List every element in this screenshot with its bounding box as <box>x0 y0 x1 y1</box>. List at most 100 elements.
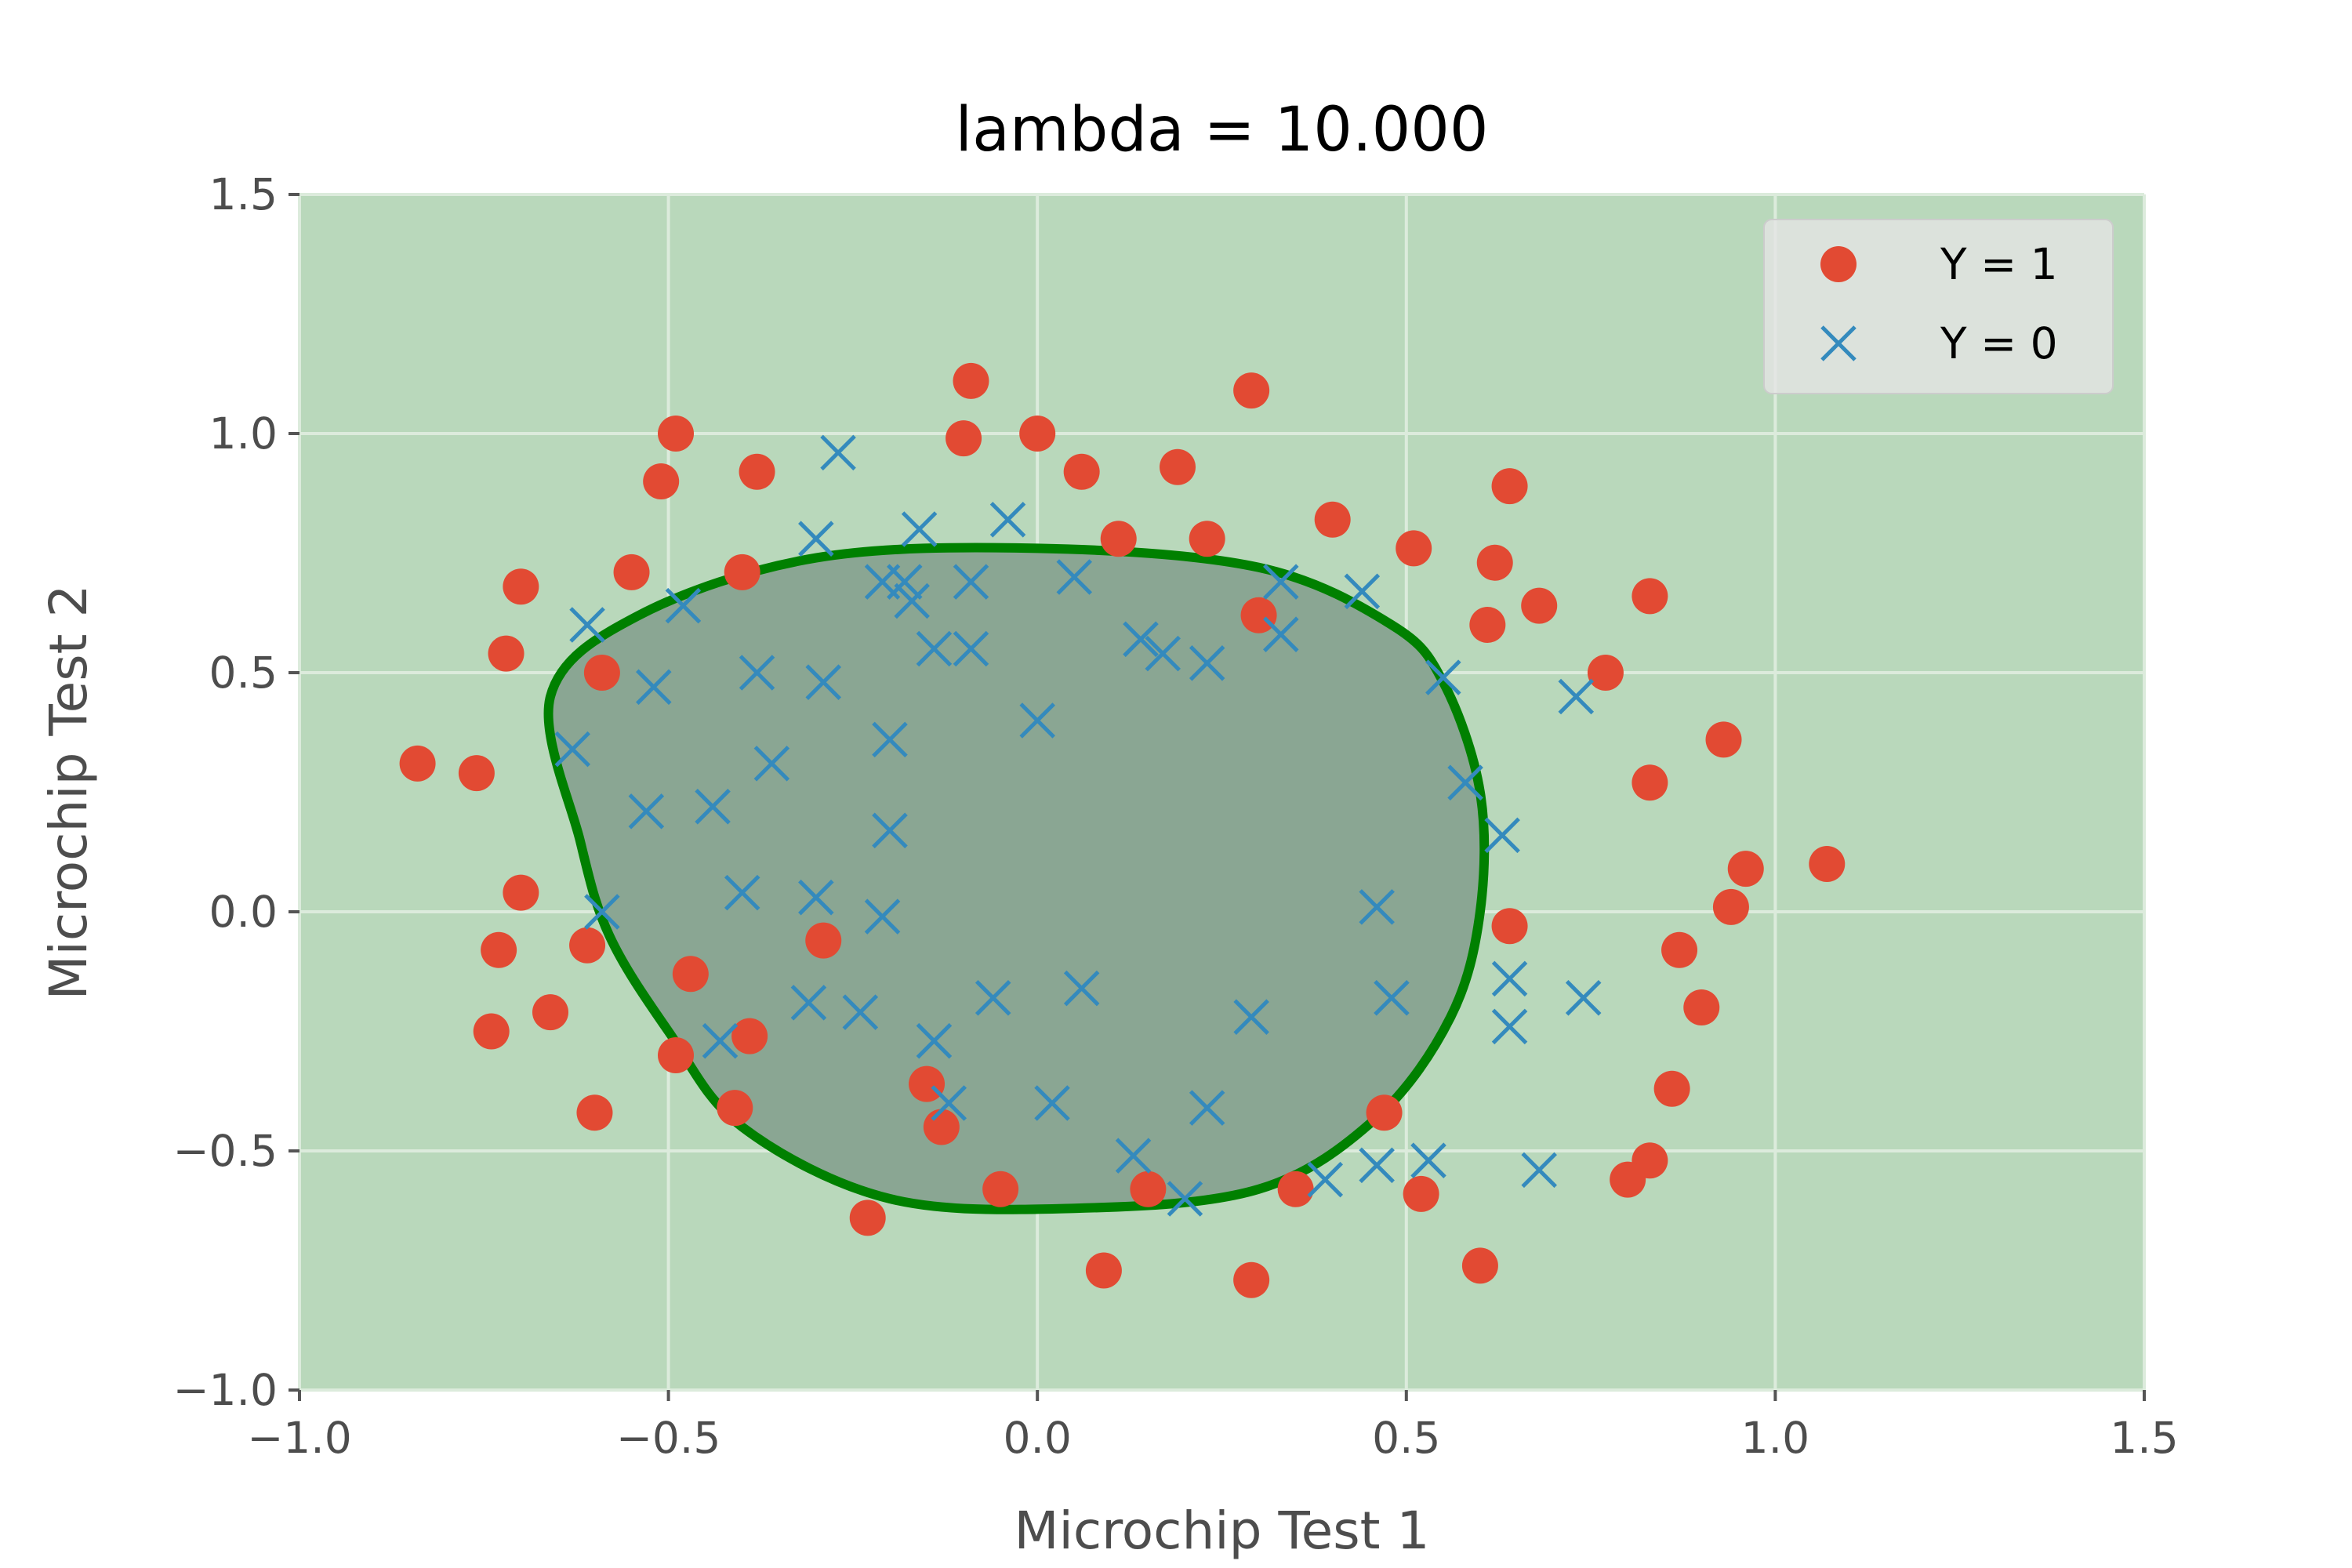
point-y1 <box>1727 851 1764 887</box>
point-y0 <box>739 655 775 691</box>
point-y0 <box>554 731 591 768</box>
point-y1 <box>1063 453 1100 490</box>
point-y0 <box>1189 645 1225 681</box>
point-y1 <box>805 922 842 959</box>
point-y0 <box>1344 573 1381 610</box>
point-y1 <box>613 554 650 590</box>
point-y0 <box>1307 1161 1344 1198</box>
point-y0 <box>753 746 790 782</box>
point-y1 <box>946 420 982 457</box>
point-y1 <box>1809 846 1846 882</box>
point-y0 <box>636 669 672 706</box>
y-tick-label: 1.5 <box>209 169 278 220</box>
y-tick-label: −1.0 <box>172 1365 278 1415</box>
y-tick-label: 0.5 <box>209 648 278 698</box>
point-y0 <box>724 874 760 911</box>
legend-label-y1: Y = 1 <box>1940 239 2058 289</box>
point-y0 <box>989 502 1026 538</box>
x-axis-label: Microchip Test 1 <box>1014 1501 1430 1561</box>
point-y0 <box>1063 970 1100 1007</box>
point-y0 <box>628 793 665 829</box>
point-y0 <box>1145 635 1181 672</box>
point-y0 <box>805 664 842 700</box>
point-y0 <box>1425 659 1461 695</box>
point-y1 <box>569 927 606 964</box>
point-y1 <box>503 874 539 911</box>
point-y1 <box>473 1013 510 1050</box>
point-y1 <box>503 568 539 605</box>
point-y0 <box>1359 889 1395 925</box>
point-y1 <box>1240 597 1277 633</box>
legend-marker-y1 <box>1820 246 1857 282</box>
point-y0 <box>820 434 856 471</box>
point-y1 <box>1469 607 1506 643</box>
point-y1 <box>1403 1175 1439 1212</box>
point-y1 <box>1653 1070 1690 1107</box>
point-y1 <box>1189 521 1225 557</box>
point-y0 <box>1491 960 1528 997</box>
x-tick-label: 0.5 <box>1372 1413 1440 1463</box>
point-y0 <box>569 607 605 643</box>
point-y1 <box>1476 544 1513 581</box>
point-y0 <box>798 879 834 916</box>
point-y1 <box>1366 1094 1403 1131</box>
point-y1 <box>1019 416 1056 452</box>
y-tick-label: 1.0 <box>209 408 278 459</box>
point-y0 <box>1484 817 1520 854</box>
point-y0 <box>916 630 953 667</box>
legend-box <box>1763 219 2114 394</box>
point-y0 <box>1374 980 1410 1016</box>
y-tick-label: −0.5 <box>172 1126 278 1176</box>
point-y1 <box>1233 1261 1270 1298</box>
point-y0 <box>894 583 930 619</box>
x-tick-label: −0.5 <box>616 1413 721 1463</box>
point-y1 <box>1396 530 1432 567</box>
point-y0 <box>695 789 731 825</box>
point-y0 <box>1034 1085 1070 1121</box>
point-y1 <box>1521 587 1558 624</box>
point-y1 <box>1661 931 1698 968</box>
decision-region <box>548 547 1485 1210</box>
x-tick-label: 1.5 <box>2110 1413 2178 1463</box>
point-y1 <box>849 1200 886 1236</box>
x-tick-label: 1.0 <box>1741 1413 1809 1463</box>
point-y0 <box>790 985 827 1021</box>
point-y1 <box>1712 888 1749 925</box>
point-y1 <box>1683 989 1720 1025</box>
point-y0 <box>953 564 989 600</box>
point-y1 <box>1705 721 1742 758</box>
point-y0 <box>1123 621 1159 658</box>
point-y0 <box>584 894 620 930</box>
point-y1 <box>481 931 517 968</box>
point-y1 <box>1314 501 1351 538</box>
point-y0 <box>1565 980 1602 1016</box>
point-y1 <box>724 554 760 590</box>
point-y1 <box>1100 521 1137 557</box>
decision-boundary <box>543 543 1490 1214</box>
point-y1 <box>1160 448 1196 485</box>
point-y1 <box>576 1094 613 1131</box>
point-y0 <box>842 994 879 1030</box>
point-y1 <box>488 635 524 672</box>
point-y1 <box>923 1109 960 1145</box>
point-y1 <box>953 362 989 399</box>
point-y1 <box>1130 1171 1167 1207</box>
point-y1 <box>1491 908 1528 945</box>
point-y0 <box>953 630 989 667</box>
point-y1 <box>658 1037 695 1073</box>
point-y1 <box>1491 468 1528 505</box>
point-y1 <box>739 453 775 490</box>
point-y1 <box>1277 1171 1314 1207</box>
point-y0 <box>901 511 938 547</box>
point-y0 <box>1521 1152 1557 1189</box>
point-y1 <box>982 1171 1019 1207</box>
point-y0 <box>1359 1147 1395 1184</box>
chart-title: lambda = 10.000 <box>955 95 1488 165</box>
point-y0 <box>872 812 908 849</box>
point-y1 <box>458 755 495 792</box>
point-y0 <box>1263 616 1299 652</box>
x-tick-label: 0.0 <box>1003 1413 1071 1463</box>
point-y0 <box>1233 999 1269 1035</box>
point-y1 <box>1461 1247 1498 1284</box>
